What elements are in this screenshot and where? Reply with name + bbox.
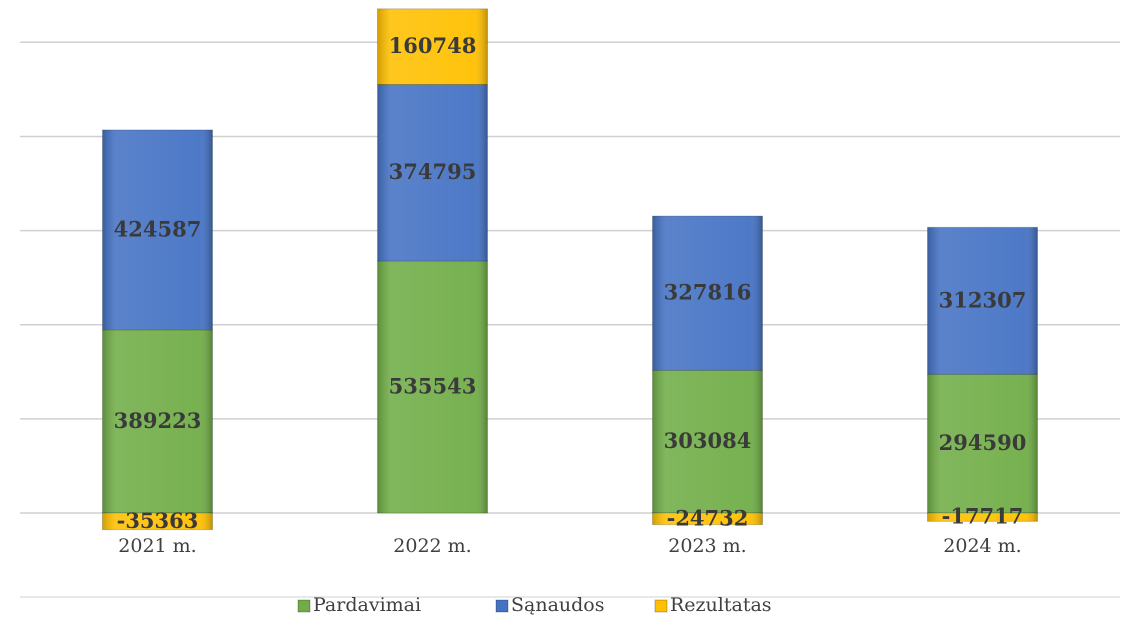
legend-swatch <box>495 599 509 613</box>
legend-label: Sąnaudos <box>511 594 605 616</box>
data-label: -24732 <box>667 505 749 530</box>
data-label: -17717 <box>942 504 1024 529</box>
data-label: 160748 <box>389 33 477 58</box>
x-tick-label: 2023 m. <box>668 535 746 557</box>
legend-swatch <box>297 599 311 613</box>
data-label: -35363 <box>117 508 199 533</box>
data-label: 303084 <box>664 428 752 453</box>
data-label: 312307 <box>939 287 1027 312</box>
data-label: 535543 <box>389 373 477 398</box>
data-label: 389223 <box>114 408 202 433</box>
x-tick-label: 2021 m. <box>118 535 196 557</box>
data-label: 327816 <box>664 280 752 305</box>
legend-swatch <box>654 599 668 613</box>
data-label: 424587 <box>114 216 202 241</box>
data-label: 374795 <box>389 159 477 184</box>
legend-label: Rezultatas <box>670 594 772 616</box>
legend-label: Pardavimai <box>313 594 421 616</box>
x-tick-label: 2022 m. <box>393 535 471 557</box>
x-tick-label: 2024 m. <box>943 535 1021 557</box>
data-label: 294590 <box>939 430 1027 455</box>
